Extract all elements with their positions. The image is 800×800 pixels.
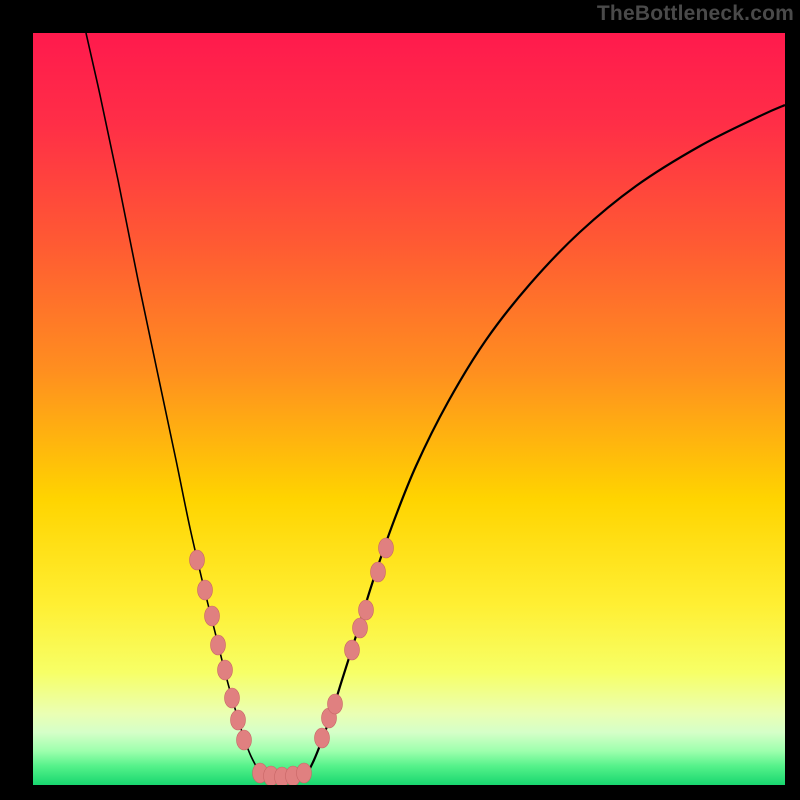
data-marker [328,694,343,714]
data-marker [231,710,246,730]
data-marker [371,562,386,582]
data-marker [379,538,394,558]
data-marker [315,728,330,748]
gradient-background [33,33,785,785]
data-marker [225,688,240,708]
data-marker [297,763,312,783]
data-marker [353,618,368,638]
data-marker [345,640,360,660]
data-marker [218,660,233,680]
data-marker [211,635,226,655]
bottleneck-curve-plot [0,0,800,800]
data-marker [205,606,220,626]
chart-stage: TheBottleneck.com [0,0,800,800]
data-marker [237,730,252,750]
data-marker [359,600,374,620]
data-marker [198,580,213,600]
data-marker [190,550,205,570]
